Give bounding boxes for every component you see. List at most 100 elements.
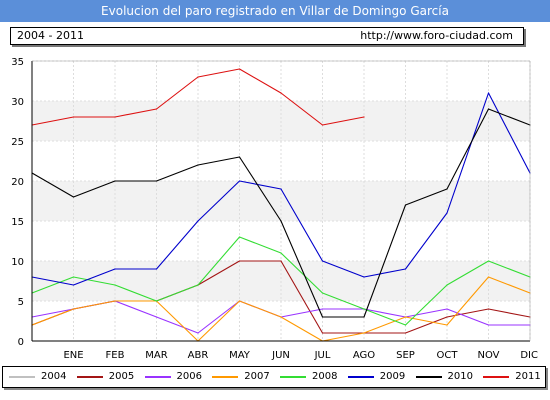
data-point-2011 [197, 76, 199, 78]
x-tick-label: ENE [63, 350, 83, 361]
legend-label: 2008 [312, 371, 338, 382]
y-tick-label: 0 [18, 337, 24, 348]
data-point-2007 [72, 308, 75, 310]
legend-swatch [347, 376, 374, 378]
data-point-2010 [280, 220, 282, 222]
data-point-2011 [321, 124, 324, 126]
data-point-2009 [114, 268, 116, 270]
data-point-2007 [363, 332, 365, 334]
legend-label: 2005 [108, 371, 135, 382]
data-point-2008 [155, 300, 158, 302]
data-point-2006 [197, 332, 199, 334]
data-point-2005 [487, 308, 490, 310]
data-point-2008 [446, 284, 448, 286]
y-tick-label: 30 [11, 97, 24, 108]
y-tick-label: 25 [11, 137, 24, 148]
legend-swatch [144, 376, 171, 378]
chart-title: Evolucion del paro registrado en Villar … [0, 0, 550, 22]
x-tick-label: MAY [229, 350, 251, 361]
data-point-2010 [321, 316, 324, 318]
legend-swatch [483, 376, 510, 378]
data-point-2010 [404, 204, 407, 206]
data-point-2009 [197, 220, 199, 222]
legend-item-2006: 2006 [144, 367, 207, 387]
y-tick-label: 10 [11, 257, 24, 268]
data-point-2011 [72, 116, 75, 118]
data-point-2007 [114, 300, 116, 302]
legend-item-2011: 2011 [483, 367, 545, 387]
data-point-2011 [238, 68, 241, 70]
data-point-2010 [238, 156, 241, 158]
data-point-2006 [446, 308, 448, 310]
data-point-2010 [197, 164, 199, 166]
data-point-2010 [446, 188, 448, 190]
data-point-2005 [280, 260, 282, 262]
data-point-2008 [114, 284, 116, 286]
x-tick-label: FEB [106, 350, 125, 361]
data-point-2006 [487, 324, 490, 326]
legend-label: 2010 [447, 371, 473, 382]
data-point-2007 [487, 276, 490, 278]
data-point-2007 [238, 300, 241, 302]
data-point-2009 [321, 260, 324, 262]
data-point-2009 [446, 212, 448, 214]
legend-item-2007: 2007 [212, 367, 274, 387]
data-point-2009 [238, 180, 241, 182]
data-point-2008 [404, 324, 407, 326]
data-point-2007 [446, 324, 448, 326]
data-point-2010 [363, 316, 365, 318]
data-point-2009 [363, 276, 365, 278]
data-point-2007 [280, 316, 282, 318]
data-point-2006 [155, 316, 158, 318]
data-point-2005 [321, 332, 324, 334]
data-point-2005 [238, 260, 241, 262]
info-bar: 2004 - 2011 http://www.foro-ciudad.com [10, 27, 524, 45]
data-point-2009 [280, 188, 282, 190]
legend-label: 2004 [41, 371, 67, 382]
legend-swatch [415, 376, 442, 378]
y-tick-label: 5 [18, 297, 24, 308]
data-point-2011 [363, 116, 365, 118]
source-url: http://www.foro-ciudad.com [360, 29, 513, 42]
data-point-2007 [404, 316, 407, 318]
x-tick-label: ABR [188, 350, 209, 361]
data-point-2008 [487, 260, 490, 262]
y-tick-label: 20 [11, 177, 24, 188]
x-tick-label: SEP [396, 350, 415, 361]
legend-label: 2007 [244, 371, 270, 382]
data-point-2009 [487, 92, 490, 94]
data-point-2010 [114, 180, 116, 182]
data-point-2010 [72, 196, 75, 198]
legend-swatch [280, 376, 306, 378]
legend-item-2010: 2010 [415, 367, 478, 387]
legend: 2004 2005 2006 2007 2008 2009 2010 2011 [2, 366, 546, 388]
data-point-2008 [72, 276, 75, 278]
x-tick-label: JUN [271, 350, 290, 361]
data-point-2005 [446, 316, 448, 318]
data-point-2008 [197, 284, 199, 286]
data-point-2009 [155, 268, 158, 270]
legend-label: 2009 [379, 371, 406, 382]
y-tick-label: 35 [11, 57, 24, 68]
legend-swatch [9, 376, 35, 378]
data-point-2010 [155, 180, 158, 182]
x-tick-label: JUL [314, 350, 331, 361]
legend-swatch [212, 376, 239, 378]
x-tick-label: AGO [353, 350, 375, 361]
data-point-2008 [238, 236, 241, 238]
x-tick-labels: ENE FEB MAR ABR MAY JUN JUL AGO SEP OCT NOV DIC [63, 350, 538, 361]
data-point-2008 [280, 252, 282, 254]
data-point-2008 [363, 308, 365, 310]
period-label: 2004 - 2011 [17, 29, 84, 42]
y-tick-label: 15 [11, 217, 24, 228]
x-tick-label: OCT [437, 350, 459, 361]
series-lines [31, 68, 531, 342]
data-point-2011 [280, 92, 282, 94]
data-point-2009 [404, 268, 407, 270]
legend-item-2009: 2009 [347, 367, 410, 387]
data-point-2009 [72, 284, 75, 286]
data-point-2005 [404, 332, 407, 334]
legend-label: 2006 [176, 371, 202, 382]
y-tick-labels: 0 5 10 15 20 25 30 35 [11, 57, 24, 348]
data-point-2011 [155, 108, 158, 110]
